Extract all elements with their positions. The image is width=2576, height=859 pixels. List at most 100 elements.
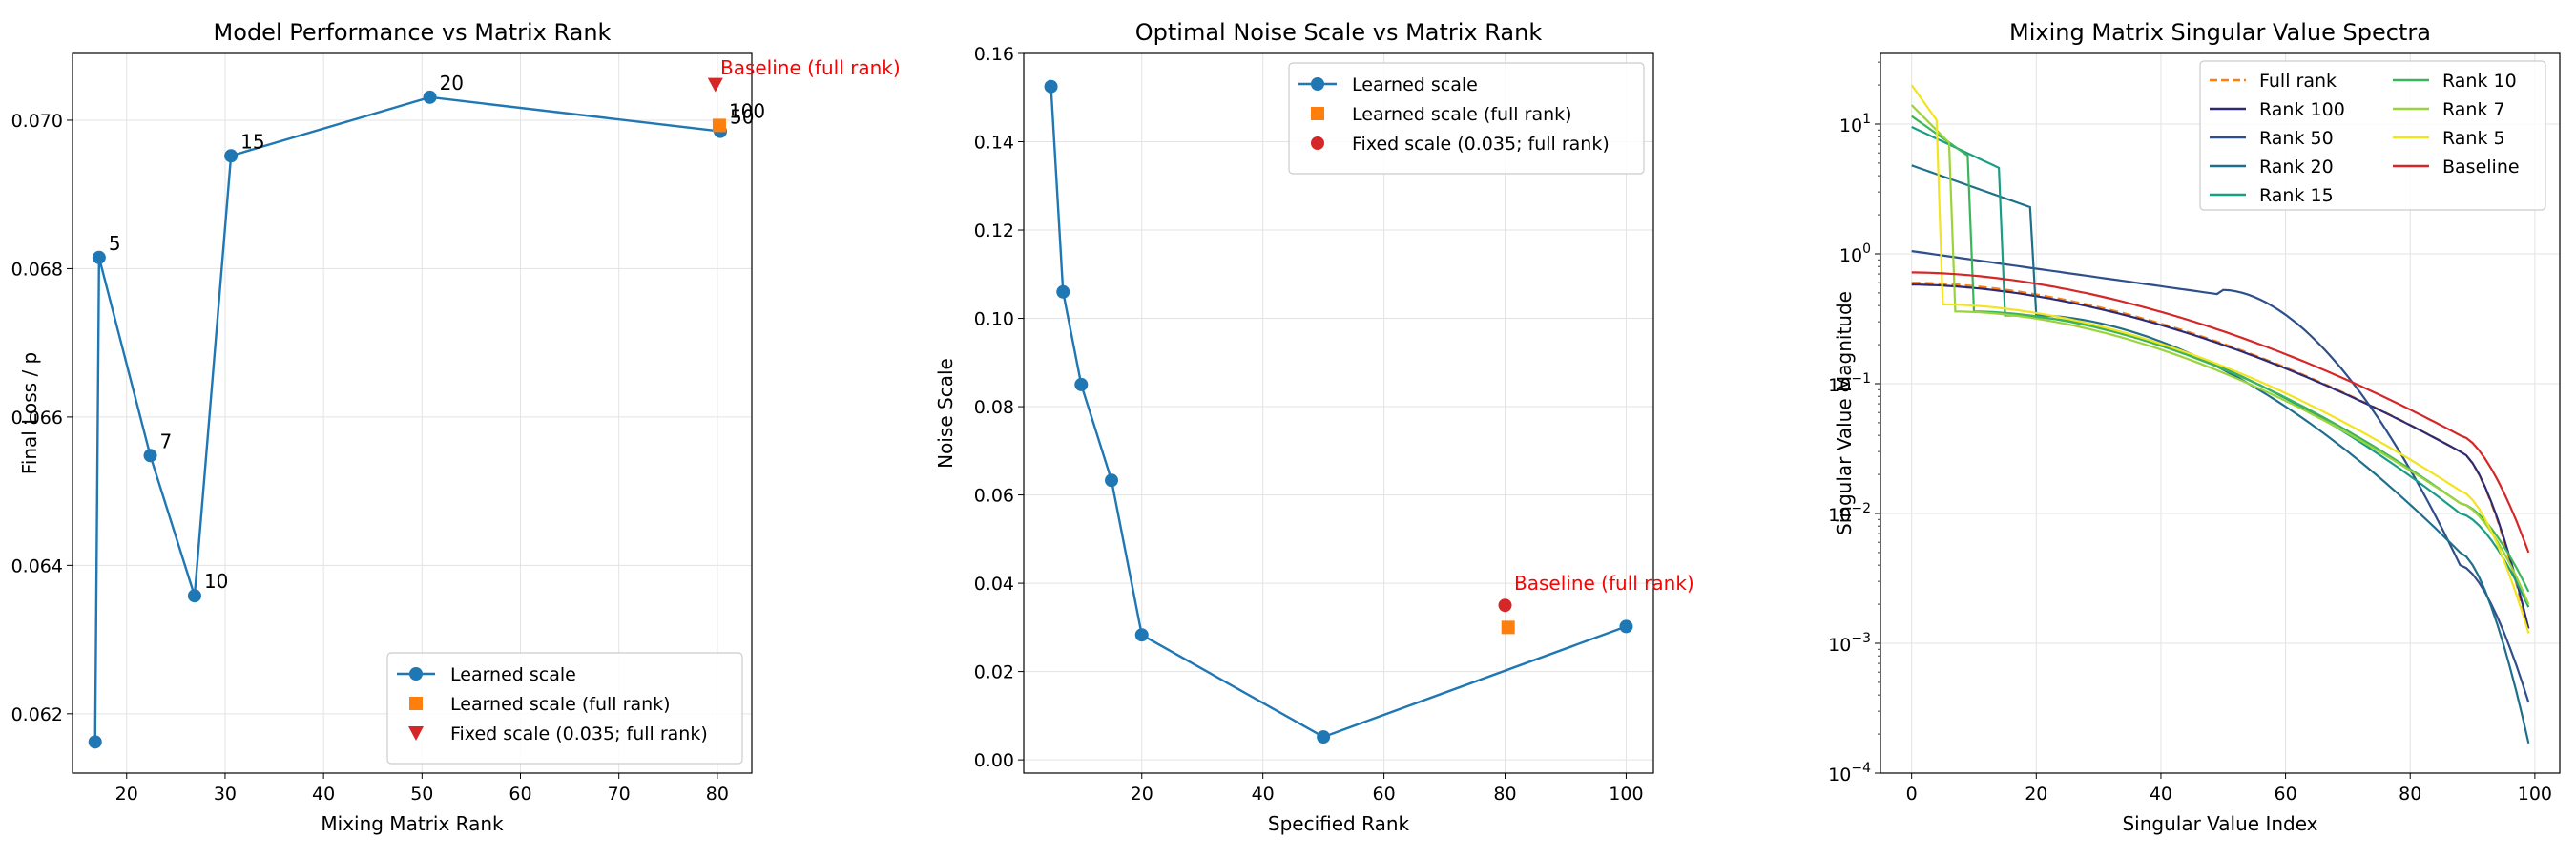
legend-item: Learned scale (full rank) [409, 694, 671, 715]
data-point [187, 589, 201, 603]
data-point [712, 118, 726, 133]
y-tick-label: 0.16 [974, 44, 1014, 65]
x-axis-label: Mixing Matrix Rank [321, 812, 504, 835]
data-point [143, 449, 157, 463]
x-tick-label: 20 [115, 784, 138, 805]
legend-label: Rank 10 [2442, 71, 2517, 92]
y-tick-label: 10−2 [1828, 501, 1871, 526]
legend-label: Fixed scale (0.035; full rank) [450, 723, 708, 744]
y-tick-label: 0.068 [11, 259, 63, 280]
chart-title: Model Performance vs Matrix Rank [214, 19, 612, 46]
data-point [1501, 620, 1515, 635]
legend-marker [1311, 77, 1324, 91]
x-tick-label: 80 [706, 784, 729, 805]
y-tick-label: 101 [1839, 112, 1871, 136]
legend-box [1288, 62, 1645, 175]
legend-label: Learned scale (full rank) [1352, 104, 1572, 125]
point-label: 15 [240, 130, 264, 153]
x-axis-label: Singular Value Index [2122, 812, 2317, 835]
data-point [88, 735, 102, 749]
data-point [1498, 598, 1512, 613]
x-tick-label: 30 [214, 784, 237, 805]
legend-marker [408, 726, 424, 741]
legend-item: Fixed scale (0.035; full rank) [408, 723, 708, 744]
panel-noise-scale-vs-rank: 20 40 60 80 100 0.00 0.02 0.04 0.06 0.08 0.10 0.12 0… [934, 19, 1694, 835]
data-point [1056, 284, 1070, 299]
x-tick-label: 60 [2274, 784, 2296, 805]
y-axis-label: Noise Scale [934, 358, 957, 469]
legend-label: Rank 100 [2259, 99, 2345, 120]
y-tick-label: 100 [1839, 241, 1871, 266]
baseline-annotation: Baseline (full rank) [1514, 572, 1694, 595]
data-point [1105, 473, 1119, 488]
legend-item: Rank 10 [2393, 71, 2517, 92]
legend-item: Learned scale [397, 664, 576, 685]
x-tick-label: 80 [1493, 784, 1516, 805]
x-tick-label: 70 [608, 784, 631, 805]
data-point [1317, 730, 1331, 744]
data-point [1044, 79, 1058, 94]
legend-marker [409, 667, 423, 681]
legend-label: Rank 7 [2442, 99, 2505, 120]
point-label: 5 [109, 232, 121, 255]
data-point [92, 250, 106, 264]
x-tick-label: 80 [2399, 784, 2421, 805]
data-point [1074, 377, 1089, 391]
y-tick-label: 0.04 [974, 574, 1014, 595]
data-point [1134, 628, 1149, 642]
legend-item: Baseline [2393, 157, 2520, 178]
x-tick-label: 100 [1609, 784, 1643, 805]
x-tick-label: 40 [312, 784, 335, 805]
legend-item: Rank 15 [2210, 185, 2334, 206]
chart-title: Optimal Noise Scale vs Matrix Rank [1135, 19, 1543, 46]
point-label: 7 [160, 430, 173, 452]
spectrum-line-rank-100 [1911, 283, 2530, 629]
x-tick-label: 40 [2150, 784, 2172, 805]
legend-item: Rank 7 [2393, 99, 2505, 120]
x-tick-label: 60 [509, 784, 531, 805]
chart-title: Mixing Matrix Singular Value Spectra [2009, 19, 2431, 46]
y-tick-label: 0.10 [974, 309, 1014, 330]
legend: Learned scale Learned scale (full rank) Fi… [386, 652, 743, 765]
point-label: 100 [729, 99, 765, 122]
legend-label: Rank 20 [2259, 157, 2334, 178]
x-tick-label: 20 [2025, 784, 2047, 805]
y-tick-label: 0.062 [11, 704, 63, 725]
point-label: 10 [204, 570, 228, 593]
spectrum-line-rank-50 [1911, 250, 2530, 703]
axes-frame [1023, 52, 1654, 774]
legend-box [386, 652, 743, 765]
legend-item: Learned scale (full rank) [1311, 104, 1572, 125]
spectrum-line-rank-5 [1910, 84, 2530, 634]
y-tick-label: 0.08 [974, 397, 1014, 418]
y-tick-label: 10−3 [1828, 631, 1871, 656]
legend-label: Baseline [2442, 157, 2520, 178]
legend-item: Full rank [2210, 71, 2337, 92]
legend-label: Learned scale (full rank) [450, 694, 671, 715]
legend-label: Rank 5 [2442, 128, 2505, 149]
y-tick-label: 10−1 [1828, 371, 1871, 396]
y-tick-label: 0.06 [974, 486, 1014, 507]
data-point [224, 149, 239, 163]
legend-label: Rank 15 [2259, 185, 2334, 206]
x-tick-label: 100 [2518, 784, 2552, 805]
legend-label: Learned scale [1352, 74, 1478, 95]
x-tick-label: 50 [410, 784, 433, 805]
spectrum-line-rank-7 [1910, 104, 2530, 605]
legend-item: Rank 50 [2210, 128, 2334, 149]
legend-item: Rank 5 [2393, 128, 2505, 149]
axes-frame [72, 52, 753, 774]
legend-box [2199, 60, 2546, 211]
legend-marker [1311, 136, 1324, 150]
legend-marker [409, 697, 423, 710]
spectrum-line-baseline [1911, 271, 2530, 554]
legend-label: Full rank [2259, 71, 2337, 92]
legend-item: Learned scale [1298, 74, 1478, 95]
legend: Full rank Rank 100 Rank 50 Rank 20 Rank 15 Ra… [2199, 60, 2546, 211]
legend-label: Rank 50 [2259, 128, 2334, 149]
legend-item: Rank 100 [2210, 99, 2345, 120]
legend-label: Learned scale [450, 664, 576, 685]
y-tick-label: 0.14 [974, 133, 1014, 154]
x-tick-label: 60 [1373, 784, 1396, 805]
y-tick-label: 0.070 [11, 111, 63, 132]
